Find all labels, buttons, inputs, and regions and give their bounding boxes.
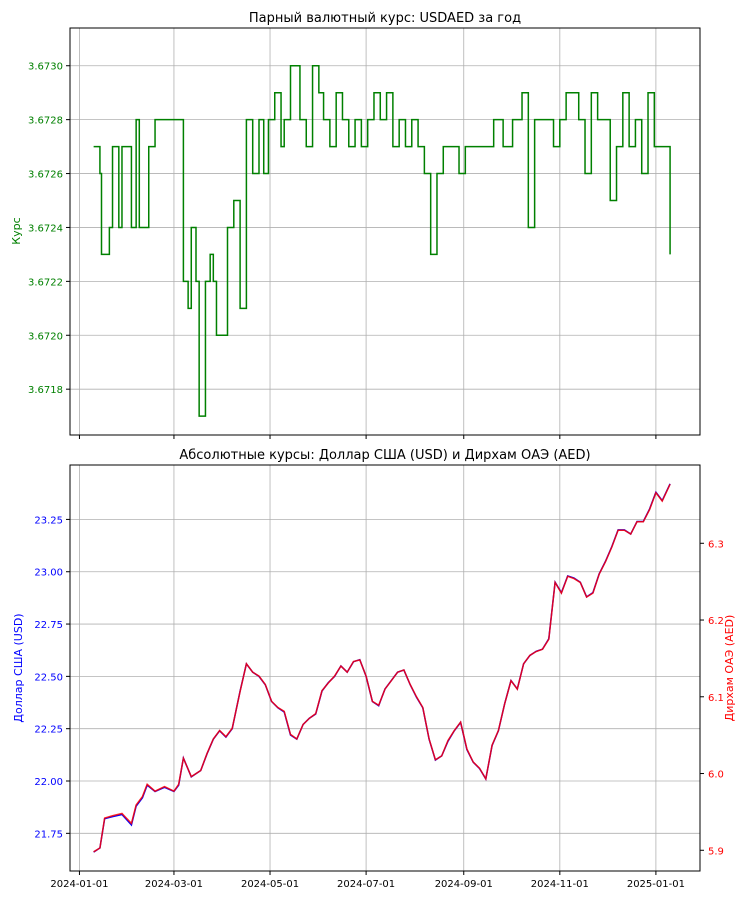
bottom-y-tick-label-usd: 22.00: [34, 777, 63, 788]
bottom-y-tick-label-aed: 6.1: [708, 693, 724, 704]
bottom-plot-frame: [69, 464, 701, 872]
top-y-ticks: 3.6718 3.6720 3.6722 3.6724 3.6726 3.6728 3.67…: [28, 62, 70, 396]
bottom-x-tick-label: 2024-11-01: [531, 879, 589, 890]
usd-series-line: [93, 483, 671, 853]
top-y-axis-label: Курс: [10, 217, 23, 244]
bottom-x-tick-label: 2024-03-01: [145, 879, 203, 890]
top-x-ticks: [78, 435, 657, 439]
top-y-tick-label: 3.6718: [28, 385, 63, 396]
bottom-x-tick-label: 2024-07-01: [337, 879, 395, 890]
bottom-y-ticks-usd: 21.75 22.00 22.25 22.50 22.75 23.00 23.25: [34, 515, 70, 840]
bottom-y-tick-label-usd: 22.75: [34, 620, 63, 631]
bottom-x-tick-label: 2024-09-01: [435, 879, 493, 890]
top-y-tick-label: 3.6720: [28, 331, 63, 342]
aed-series-line: [93, 483, 671, 853]
bottom-x-tick-label: 2024-01-01: [50, 879, 108, 890]
bottom-y-ticks-aed: 5.9 6.0 6.1 6.2 6.3: [700, 539, 724, 857]
bottom-y-axis-label-aed: Дирхам ОАЭ (AED): [723, 615, 736, 722]
bottom-y-axis-label-usd: Доллар США (USD): [12, 613, 25, 722]
bottom-chart-title: Абсолютные курсы: Доллар США (USD) и Дир…: [179, 448, 590, 463]
bottom-gridlines: [70, 465, 700, 871]
bottom-y-tick-label-aed: 5.9: [708, 846, 724, 857]
bottom-chart: Абсолютные курсы: Доллар США (USD) и Дир…: [12, 448, 736, 890]
bottom-y-tick-label-usd: 22.25: [34, 725, 63, 736]
bottom-y-tick-label-aed: 6.0: [708, 770, 724, 781]
bottom-x-tick-label: 2025-01-01: [627, 879, 685, 890]
bottom-x-tick-label: 2024-05-01: [241, 879, 299, 890]
bottom-y-tick-label-aed: 6.2: [708, 616, 724, 627]
bottom-y-tick-label-usd: 23.00: [34, 568, 63, 579]
bottom-y-tick-label-usd: 21.75: [34, 829, 63, 840]
top-chart: Парный валютный курс: USDAED за год 3.67…: [10, 11, 701, 439]
top-gridlines: [70, 28, 700, 435]
bottom-y-tick-label-usd: 22.50: [34, 672, 63, 683]
top-y-tick-label: 3.6722: [28, 277, 63, 288]
bottom-y-tick-label-aed: 6.3: [708, 539, 724, 550]
top-y-tick-label: 3.6730: [28, 62, 63, 73]
top-y-tick-label: 3.6726: [28, 170, 63, 181]
top-chart-title: Парный валютный курс: USDAED за год: [249, 11, 521, 26]
top-y-tick-label: 3.6728: [28, 116, 63, 127]
bottom-x-ticks: 2024-01-01 2024-03-01 2024-05-01 2024-07-01…: [50, 871, 685, 890]
top-y-tick-label: 3.6724: [28, 223, 63, 234]
bottom-y-tick-label-usd: 23.25: [34, 515, 63, 526]
top-plot-frame: [69, 27, 701, 436]
top-series-line: [93, 64, 671, 417]
